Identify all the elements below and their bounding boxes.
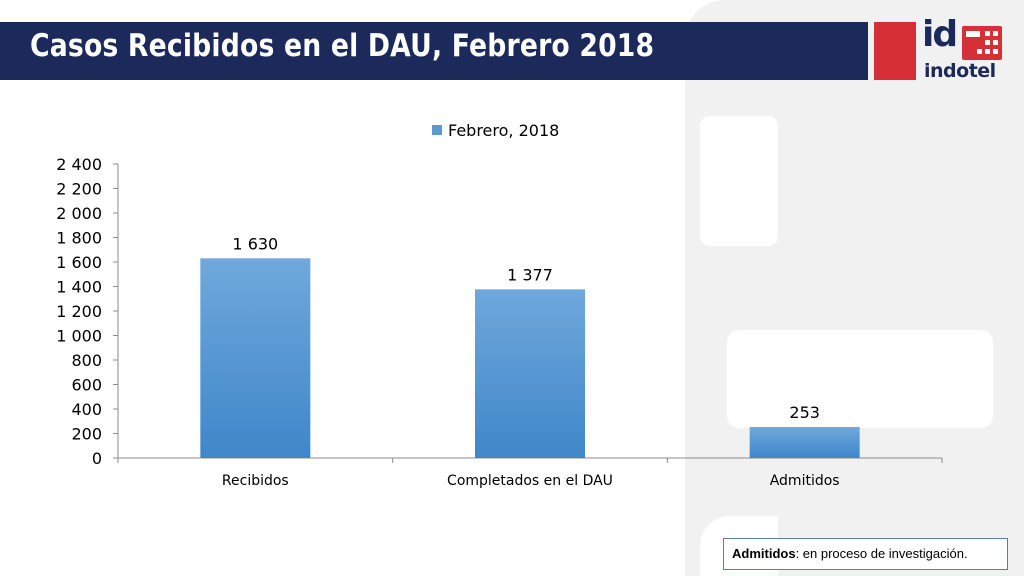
background-notch-white	[700, 116, 778, 246]
y-tick-label: 200	[71, 425, 102, 444]
bar-1	[475, 289, 585, 458]
y-tick-label: 1 200	[56, 302, 102, 321]
y-tick-label: 2 200	[56, 180, 102, 199]
data-label: 1 630	[232, 234, 278, 253]
y-tick-label: 1 000	[56, 327, 102, 346]
y-tick-label: 800	[71, 351, 102, 370]
y-tick-label: 2 400	[56, 155, 102, 174]
legend-label: Febrero, 2018	[448, 121, 559, 140]
y-tick-label: 600	[71, 376, 102, 395]
bar-2	[749, 427, 860, 458]
logo-keypad-icon	[962, 26, 1002, 60]
y-tick-label: 2 000	[56, 204, 102, 223]
logo-wordmark: indotel	[924, 60, 996, 82]
background-panel	[685, 0, 1024, 576]
y-tick-label: 1 600	[56, 253, 102, 272]
footnote-term: Admitidos	[732, 546, 796, 561]
y-tick-label: 0	[92, 449, 102, 468]
y-tick-label: 400	[71, 400, 102, 419]
page-title: Casos Recibidos en el DAU, Febrero 2018	[30, 28, 655, 64]
x-tick-label: Recibidos	[222, 473, 289, 489]
footnote-box: Admitidos: en proceso de investigación.	[723, 538, 1008, 570]
bar-0	[200, 258, 311, 458]
y-tick-label: 1 400	[56, 278, 102, 297]
title-bar	[0, 22, 868, 80]
data-label: 1 377	[507, 265, 553, 284]
logo-red-block	[874, 22, 916, 80]
legend-swatch	[432, 125, 442, 135]
footnote-text: : en proceso de investigación.	[795, 546, 968, 561]
background-card-white	[727, 330, 993, 428]
x-tick-label: Completados en el DAU	[447, 473, 613, 489]
logo-mark: id	[922, 14, 958, 55]
y-tick-label: 1 800	[56, 229, 102, 248]
data-label: 253	[789, 403, 820, 422]
x-tick-label: Admitidos	[770, 473, 840, 489]
